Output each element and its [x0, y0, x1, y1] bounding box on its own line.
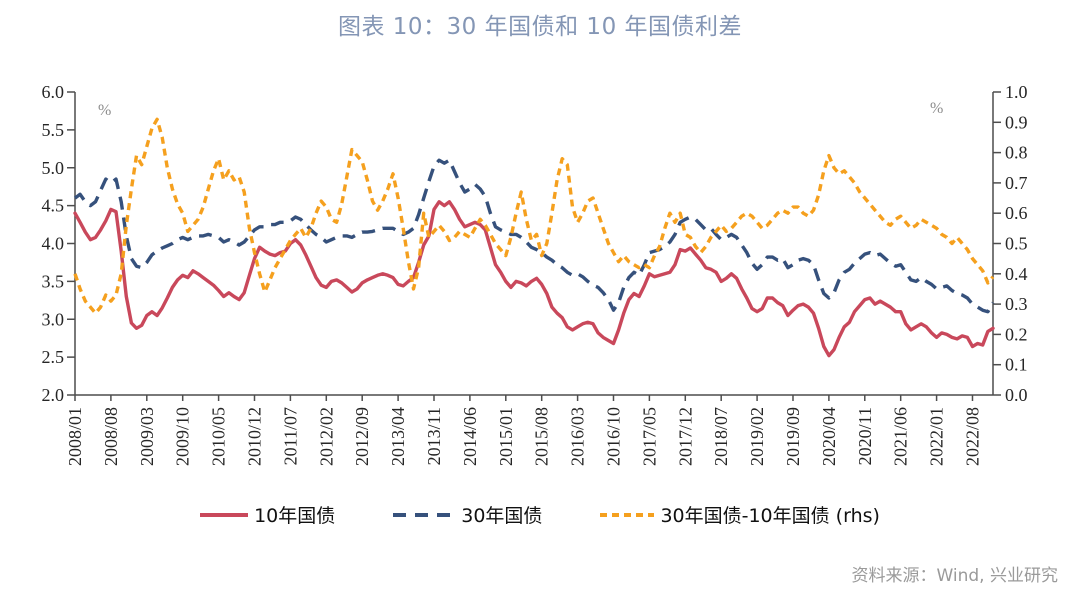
- svg-text:0.4: 0.4: [1005, 264, 1028, 284]
- svg-text:2022/01: 2022/01: [927, 407, 947, 466]
- source-note: 资料来源：Wind, 兴业研究: [851, 566, 1058, 586]
- svg-text:2021/06: 2021/06: [891, 407, 911, 466]
- svg-text:3.0: 3.0: [42, 309, 65, 329]
- svg-text:2014/06: 2014/06: [460, 407, 480, 466]
- series-line-0: [73, 200, 995, 358]
- legend-item-30y: 30年国债: [393, 501, 542, 528]
- legend-item-10y: 10年国债: [200, 501, 335, 528]
- svg-text:4.0: 4.0: [42, 234, 65, 254]
- legend-item-spread: 30年国债-10年国债 (rhs): [600, 501, 880, 528]
- svg-text:2018/07: 2018/07: [711, 407, 731, 466]
- legend-label-spread: 30年国债-10年国债 (rhs): [660, 505, 880, 527]
- right-axis-ticks: 1.0 0.9 0.8 0.7 0.6 0.5 0.4 0.3 0.2 0.1 0.0: [993, 82, 1028, 405]
- legend-line-sample-30y: [393, 512, 456, 517]
- chart-title: 图表 10：30 年国债和 10 年国债利差: [337, 14, 743, 40]
- svg-text:5.5: 5.5: [42, 120, 65, 140]
- svg-text:2016/03: 2016/03: [568, 407, 588, 466]
- svg-text:2008/08: 2008/08: [101, 407, 121, 466]
- svg-text:2017/12: 2017/12: [675, 407, 695, 466]
- svg-text:2009/03: 2009/03: [137, 407, 157, 466]
- svg-text:6.0: 6.0: [42, 82, 65, 102]
- svg-text:2020/11: 2020/11: [855, 407, 875, 465]
- left-axis-ticks: 6.0 5.5 5.0 4.5 4.0 3.5 3.0 2.5 2.0: [42, 82, 75, 405]
- svg-text:0.7: 0.7: [1005, 173, 1028, 193]
- svg-text:2017/05: 2017/05: [639, 407, 659, 466]
- svg-text:0.9: 0.9: [1005, 112, 1028, 132]
- right-axis-unit-label: %: [930, 100, 944, 117]
- svg-text:2019/02: 2019/02: [747, 407, 767, 466]
- legend-label-10y: 10年国债: [254, 505, 336, 527]
- svg-text:2020/04: 2020/04: [819, 407, 839, 466]
- svg-text:2016/10: 2016/10: [603, 407, 623, 466]
- svg-text:2.0: 2.0: [42, 385, 65, 405]
- left-axis-unit-label: %: [98, 102, 112, 119]
- svg-text:0.5: 0.5: [1005, 234, 1028, 254]
- svg-text:1.0: 1.0: [1005, 82, 1028, 102]
- svg-text:2012/02: 2012/02: [316, 407, 336, 466]
- svg-text:2013/11: 2013/11: [424, 407, 444, 465]
- svg-text:2013/04: 2013/04: [388, 407, 408, 466]
- svg-text:2010/12: 2010/12: [244, 407, 264, 466]
- svg-text:0.2: 0.2: [1005, 324, 1028, 344]
- svg-text:2015/08: 2015/08: [532, 407, 552, 466]
- svg-text:2022/08: 2022/08: [962, 407, 982, 466]
- svg-text:2008/01: 2008/01: [65, 407, 85, 466]
- svg-text:2012/09: 2012/09: [352, 407, 372, 466]
- svg-text:2.5: 2.5: [42, 347, 65, 367]
- svg-text:3.5: 3.5: [42, 271, 65, 291]
- svg-text:2009/10: 2009/10: [173, 407, 193, 466]
- legend-label-30y: 30年国债: [461, 505, 543, 527]
- svg-text:0.3: 0.3: [1005, 294, 1028, 314]
- svg-text:0.1: 0.1: [1005, 355, 1028, 375]
- svg-text:2011/07: 2011/07: [280, 407, 300, 465]
- series-line-1: [73, 158, 995, 314]
- svg-text:5.0: 5.0: [42, 158, 65, 178]
- svg-text:2019/09: 2019/09: [783, 407, 803, 466]
- series-line-2: [73, 117, 995, 315]
- legend-line-sample-10y: [200, 512, 249, 517]
- x-axis-ticks: 2008/01 2008/08 2009/03 2009/10 2010/05 2010/…: [65, 395, 982, 466]
- axes: [74, 92, 994, 396]
- svg-text:0.0: 0.0: [1005, 385, 1028, 405]
- chart-legend: 10年国债 30年国债 30年国债-10年国债 (rhs): [0, 501, 1080, 528]
- legend-line-sample-spread: [600, 512, 655, 517]
- svg-text:0.6: 0.6: [1005, 203, 1028, 223]
- svg-text:2015/01: 2015/01: [496, 407, 516, 466]
- svg-text:4.5: 4.5: [42, 196, 65, 216]
- svg-text:0.8: 0.8: [1005, 143, 1028, 163]
- svg-text:2010/05: 2010/05: [209, 407, 229, 466]
